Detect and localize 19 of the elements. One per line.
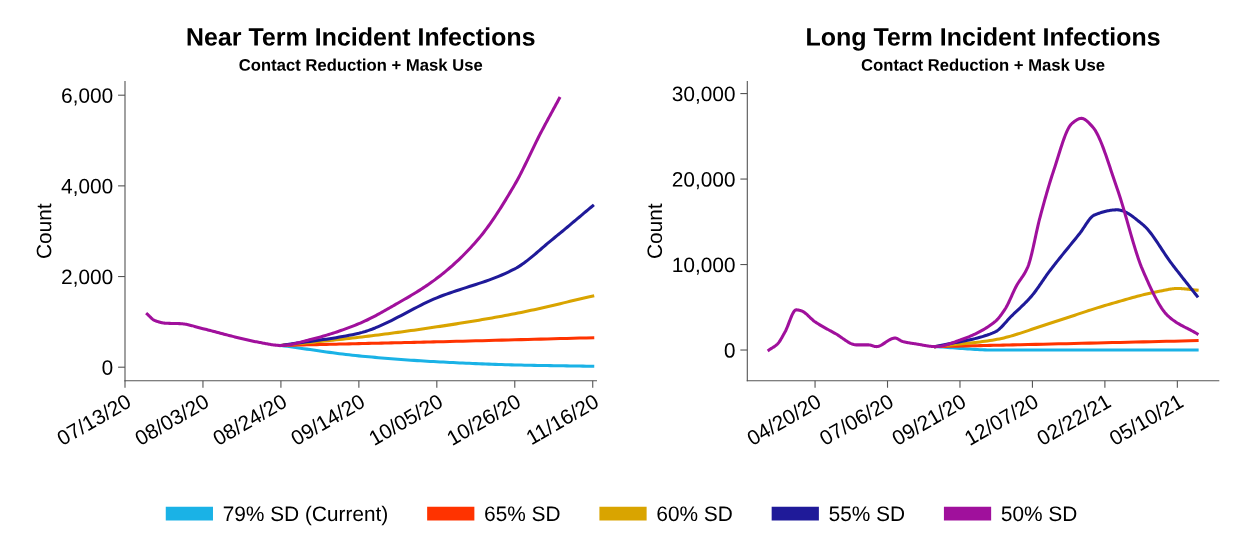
legend-label: 65% SD — [485, 506, 560, 522]
y-tick-label: 4,000 — [61, 178, 113, 197]
y-tick-label: 6,000 — [62, 88, 113, 106]
y-tick-label: 20,000 — [672, 172, 735, 190]
legend-label: 79% SD (Current) — [223, 505, 387, 526]
chart-title: Near Term Incident Infections — [187, 27, 535, 46]
y-tick-label: 30,000 — [672, 86, 735, 104]
legend-label: 55% SD — [829, 506, 905, 522]
legend-label: 60% SD — [657, 506, 732, 522]
legend-label: 50% SD — [1001, 506, 1077, 522]
y-tick-label: 2,000 — [62, 269, 113, 287]
chart-title: Long Term Incident Infections — [807, 27, 1160, 51]
y-tick-label: 0 — [102, 360, 113, 375]
y-axis-title: Count — [647, 203, 663, 258]
chart-subtitle: Contact Reduction + Mask Use — [239, 58, 483, 71]
y-axis-title: Count — [36, 203, 52, 258]
y-tick-label: 10,000 — [673, 257, 735, 275]
chart-subtitle: Contact Reduction + Mask Use — [861, 58, 1105, 71]
y-tick-label: 0 — [724, 343, 735, 358]
